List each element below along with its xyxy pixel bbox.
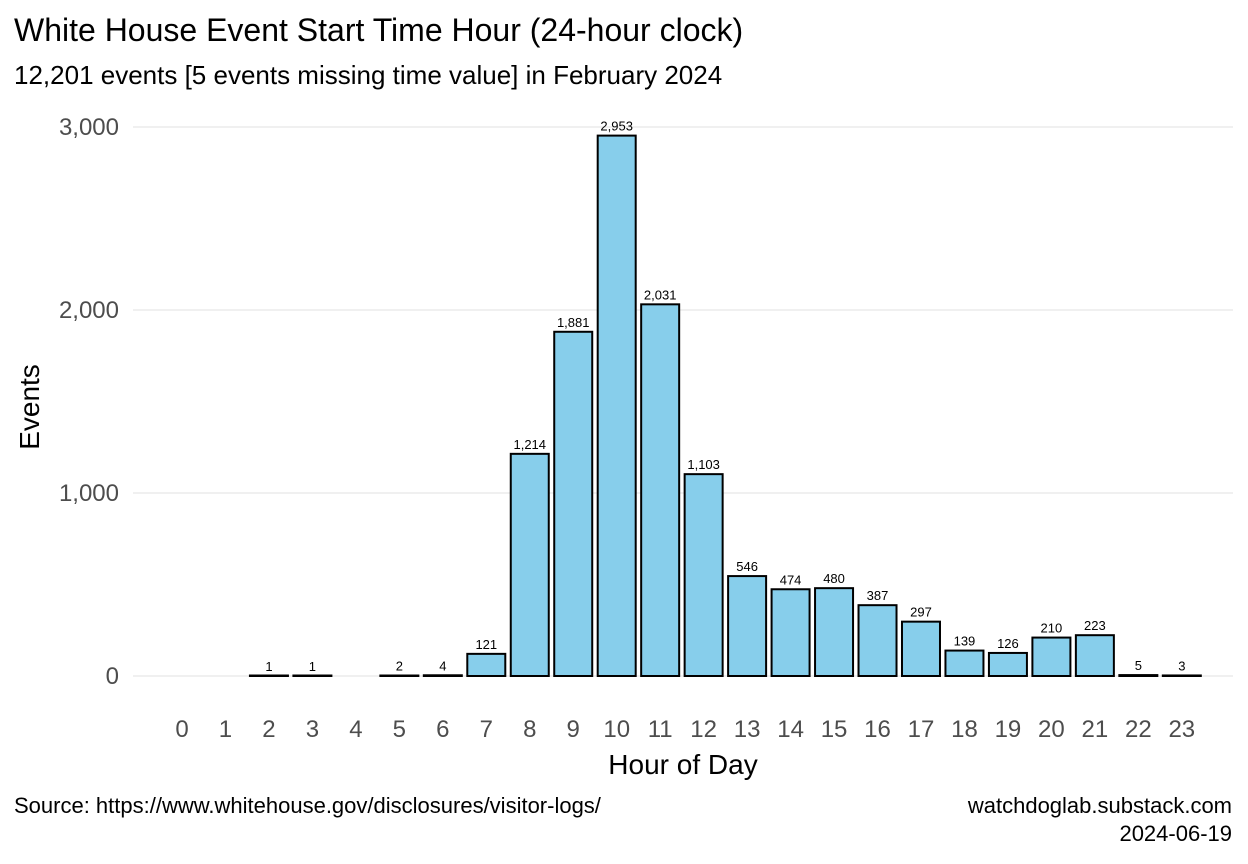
bar (814, 587, 855, 677)
chart-title: White House Event Start Time Hour (24-ho… (14, 12, 744, 48)
x-tick-label: 19 (995, 716, 1022, 743)
bar (422, 674, 463, 678)
x-tick-label: 11 (648, 716, 673, 743)
x-tick-label: 16 (864, 716, 891, 743)
bar (1118, 674, 1159, 678)
bar (770, 588, 811, 677)
x-tick-label: 21 (1082, 716, 1109, 743)
x-tick-label: 17 (908, 716, 935, 743)
y-tick-label: 0 (106, 663, 119, 690)
x-tick-label: 22 (1125, 716, 1152, 743)
data-label: 474 (780, 572, 802, 587)
x-tick-label: 9 (567, 716, 580, 743)
x-tick-label: 20 (1038, 716, 1065, 743)
data-label: 297 (910, 605, 932, 620)
data-label: 1 (309, 659, 316, 674)
bar (857, 604, 898, 678)
data-label: 210 (1041, 621, 1063, 636)
x-tick-label: 3 (306, 716, 319, 743)
data-labels: 1 1 2 4 121 1,214 1,881 2,953 2,031 1,103 546 474 48… (265, 119, 1185, 674)
x-tick-label: 10 (603, 716, 630, 743)
x-tick-label: 4 (349, 716, 362, 743)
x-axis: 0 1 2 3 4 5 6 7 8 9 10 11 12 13 14 15 16 17 18 19 20 21 22 23 (175, 716, 1195, 743)
bars (248, 134, 1202, 678)
data-label: 5 (1135, 658, 1142, 673)
data-label: 126 (997, 636, 1019, 651)
bar (509, 452, 550, 678)
x-tick-label: 13 (734, 716, 761, 743)
bar (1161, 674, 1202, 677)
data-label: 121 (475, 637, 497, 652)
bar (987, 651, 1028, 678)
bar (944, 649, 985, 677)
data-label: 4 (439, 658, 446, 673)
y-axis-title: Events (14, 364, 45, 450)
bar (466, 652, 507, 677)
x-tick-label: 7 (480, 716, 493, 743)
y-tick-label: 2,000 (59, 297, 119, 324)
data-label: 3 (1178, 658, 1185, 673)
x-tick-label: 2 (262, 716, 275, 743)
bar (292, 674, 333, 677)
source-note: Source: https://www.whitehouse.gov/discl… (14, 793, 601, 818)
bar (553, 330, 594, 677)
x-tick-label: 0 (175, 716, 188, 743)
data-label: 1,881 (557, 315, 590, 330)
data-label: 1,214 (513, 437, 546, 452)
x-tick-label: 6 (436, 716, 449, 743)
data-label: 2,031 (644, 287, 677, 302)
data-label: 139 (954, 634, 976, 649)
x-tick-label: 8 (523, 716, 536, 743)
bar (379, 674, 420, 677)
x-tick-label: 18 (951, 716, 978, 743)
data-label: 1,103 (687, 457, 720, 472)
x-tick-label: 14 (777, 716, 804, 743)
y-axis: 0 1,000 2,000 3,000 (59, 114, 119, 690)
data-label: 1 (265, 659, 272, 674)
grid-lines (133, 126, 1233, 677)
y-tick-label: 1,000 (59, 480, 119, 507)
data-label: 387 (867, 588, 889, 603)
x-tick-label: 5 (393, 716, 406, 743)
x-tick-label: 23 (1168, 716, 1195, 743)
bar (900, 620, 941, 677)
bar (248, 674, 289, 677)
data-label: 480 (823, 571, 845, 586)
data-label: 546 (736, 559, 758, 574)
x-tick-label: 12 (690, 716, 717, 743)
bar (1074, 634, 1115, 677)
bar (683, 473, 724, 677)
data-label: 223 (1084, 618, 1106, 633)
caption-site: watchdoglab.substack.com (967, 793, 1232, 818)
bar (640, 303, 681, 677)
bar (1031, 636, 1072, 678)
y-tick-label: 3,000 (59, 114, 119, 141)
caption: watchdoglab.substack.com 2024-06-19 (968, 792, 1232, 848)
data-label: 2 (396, 659, 403, 674)
caption-date: 2024-06-19 (1119, 821, 1232, 846)
data-label: 2,953 (600, 119, 633, 134)
bar (596, 134, 637, 677)
x-tick-label: 1 (219, 716, 232, 743)
x-axis-title: Hour of Day (608, 749, 757, 780)
x-tick-label: 15 (821, 716, 848, 743)
bar (727, 575, 768, 677)
chart-subtitle: 12,201 events [5 events missing time val… (14, 60, 723, 90)
